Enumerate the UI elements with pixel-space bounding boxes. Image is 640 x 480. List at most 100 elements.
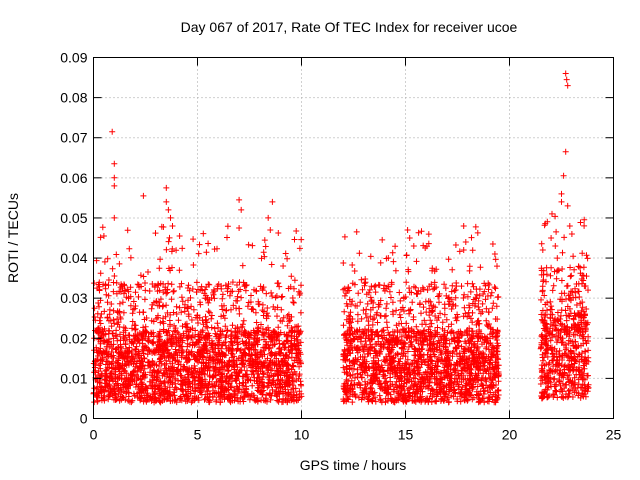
data-point: [170, 371, 177, 378]
data-point: [420, 380, 427, 387]
data-point: [288, 273, 295, 280]
data-point: [194, 315, 201, 321]
data-point: [361, 330, 368, 337]
data-point: [582, 319, 589, 326]
data-point: [295, 288, 302, 295]
data-point: [469, 319, 476, 326]
data-point: [238, 367, 245, 374]
y-tick-label: 0.03: [60, 290, 87, 306]
data-point: [117, 331, 123, 338]
data-point: [151, 367, 158, 374]
data-point: [427, 323, 433, 330]
data-point: [293, 392, 300, 398]
data-point: [543, 361, 550, 368]
data-point: [163, 184, 170, 191]
data-point: [101, 370, 108, 377]
data-point: [347, 350, 354, 357]
data-point: [170, 389, 177, 396]
data-point: [255, 324, 262, 331]
data-point: [143, 344, 150, 351]
data-point: [110, 354, 117, 361]
data-point: [225, 367, 232, 374]
data-point: [297, 309, 304, 316]
data-point: [541, 222, 548, 229]
y-tick-label: 0.06: [60, 170, 87, 186]
data-point: [180, 378, 187, 384]
data-point: [290, 385, 297, 392]
data-point: [278, 346, 285, 353]
data-point: [296, 363, 303, 370]
data-point: [493, 396, 500, 403]
data-point: [190, 236, 197, 243]
data-point: [548, 367, 555, 374]
data-point: [250, 368, 257, 375]
data-point: [269, 359, 276, 366]
data-point: [581, 323, 588, 330]
data-point: [467, 370, 474, 377]
data-point: [385, 390, 392, 397]
data-point: [253, 287, 260, 294]
data-point: [449, 266, 456, 273]
data-point: [486, 281, 493, 288]
data-point: [116, 375, 123, 381]
data-point: [476, 306, 483, 313]
data-point: [114, 316, 121, 322]
data-point: [453, 330, 460, 337]
data-point: [106, 306, 113, 313]
data-point: [539, 390, 545, 397]
data-point: [572, 285, 578, 292]
data-point: [376, 363, 382, 370]
data-point: [374, 319, 381, 326]
data-point: [239, 323, 246, 330]
data-point: [350, 365, 357, 372]
data-point: [197, 301, 204, 308]
data-point: [547, 272, 554, 279]
data-point: [204, 335, 211, 342]
data-point: [453, 351, 460, 358]
data-point: [401, 339, 408, 346]
data-point: [418, 361, 425, 368]
data-point: [416, 348, 423, 355]
data-point: [358, 276, 365, 283]
data-point: [234, 339, 241, 346]
data-point: [221, 366, 227, 373]
data-point: [562, 70, 569, 77]
data-point: [281, 379, 288, 386]
data-point: [239, 373, 246, 380]
data-point: [95, 368, 102, 375]
data-point: [464, 332, 471, 339]
data-point: [382, 372, 389, 379]
data-point: [465, 309, 472, 316]
data-point: [441, 281, 448, 288]
data-point: [452, 302, 459, 309]
data-point: [344, 342, 351, 349]
data-point: [178, 373, 185, 379]
data-point: [445, 388, 452, 395]
data-point: [163, 290, 170, 297]
data-point: [178, 354, 185, 361]
data-point: [172, 325, 179, 332]
data-point: [140, 324, 147, 331]
y-tick-label: 0.01: [60, 370, 87, 386]
data-point: [388, 279, 395, 286]
data-point: [406, 235, 413, 241]
data-point: [172, 357, 179, 364]
data-point: [454, 314, 461, 320]
data-point: [116, 324, 123, 330]
data-point: [251, 377, 258, 384]
data-point: [168, 281, 175, 288]
data-point: [468, 328, 475, 335]
data-point: [179, 386, 186, 393]
data-point: [254, 354, 261, 361]
data-point: [489, 241, 496, 247]
data-point: [113, 381, 120, 388]
data-point: [354, 358, 361, 365]
data-point: [393, 378, 400, 385]
data-point: [156, 265, 163, 272]
data-point: [258, 255, 265, 262]
data-point: [417, 300, 423, 307]
data-point: [193, 353, 200, 360]
data-point: [454, 334, 461, 341]
data-point: [119, 381, 126, 388]
data-point: [254, 335, 261, 341]
